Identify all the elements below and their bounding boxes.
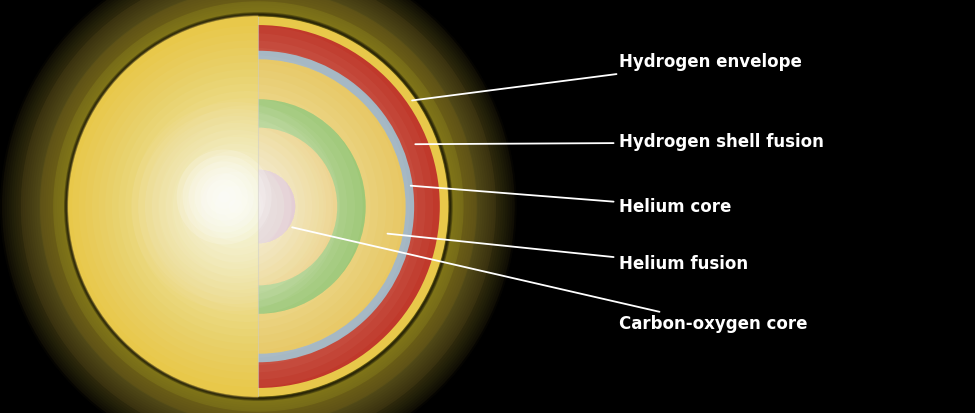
Text: Helium fusion: Helium fusion bbox=[387, 234, 748, 273]
Ellipse shape bbox=[20, 0, 496, 413]
Ellipse shape bbox=[194, 167, 254, 227]
Ellipse shape bbox=[201, 173, 248, 221]
Ellipse shape bbox=[158, 120, 332, 293]
Ellipse shape bbox=[218, 191, 230, 203]
Ellipse shape bbox=[182, 155, 266, 239]
Ellipse shape bbox=[159, 130, 312, 283]
Ellipse shape bbox=[165, 127, 324, 286]
Ellipse shape bbox=[211, 178, 269, 235]
Ellipse shape bbox=[111, 59, 406, 354]
Ellipse shape bbox=[231, 199, 246, 214]
Ellipse shape bbox=[221, 192, 250, 221]
Ellipse shape bbox=[152, 123, 319, 290]
Ellipse shape bbox=[198, 163, 285, 250]
Ellipse shape bbox=[173, 144, 298, 269]
Ellipse shape bbox=[102, 51, 414, 362]
Ellipse shape bbox=[138, 109, 333, 304]
Ellipse shape bbox=[145, 105, 347, 308]
Ellipse shape bbox=[172, 134, 316, 279]
Ellipse shape bbox=[191, 156, 292, 257]
Ellipse shape bbox=[166, 137, 305, 276]
Ellipse shape bbox=[151, 113, 339, 300]
Ellipse shape bbox=[176, 150, 272, 244]
Ellipse shape bbox=[224, 192, 254, 221]
Text: Hydrogen shell fusion: Hydrogen shell fusion bbox=[415, 133, 824, 152]
Text: Helium core: Helium core bbox=[410, 186, 731, 216]
Ellipse shape bbox=[213, 185, 236, 209]
Ellipse shape bbox=[208, 179, 263, 234]
Ellipse shape bbox=[187, 158, 285, 255]
Ellipse shape bbox=[217, 185, 261, 228]
Ellipse shape bbox=[54, 1, 463, 412]
Ellipse shape bbox=[184, 149, 300, 264]
Ellipse shape bbox=[138, 98, 355, 315]
Ellipse shape bbox=[207, 179, 242, 215]
Ellipse shape bbox=[131, 102, 340, 311]
Ellipse shape bbox=[228, 199, 243, 214]
Ellipse shape bbox=[201, 172, 270, 241]
Ellipse shape bbox=[145, 116, 326, 297]
Text: Hydrogen envelope: Hydrogen envelope bbox=[412, 53, 802, 100]
Ellipse shape bbox=[77, 25, 440, 388]
Ellipse shape bbox=[179, 128, 337, 285]
PathPatch shape bbox=[66, 14, 258, 399]
Ellipse shape bbox=[68, 17, 448, 396]
Ellipse shape bbox=[221, 169, 295, 244]
Ellipse shape bbox=[194, 165, 277, 248]
Text: Carbon-oxygen core: Carbon-oxygen core bbox=[292, 227, 807, 333]
Ellipse shape bbox=[205, 171, 277, 242]
Ellipse shape bbox=[151, 99, 366, 314]
Ellipse shape bbox=[40, 0, 477, 413]
Ellipse shape bbox=[214, 185, 256, 228]
Ellipse shape bbox=[188, 161, 259, 233]
Ellipse shape bbox=[179, 151, 292, 262]
Ellipse shape bbox=[178, 142, 308, 271]
